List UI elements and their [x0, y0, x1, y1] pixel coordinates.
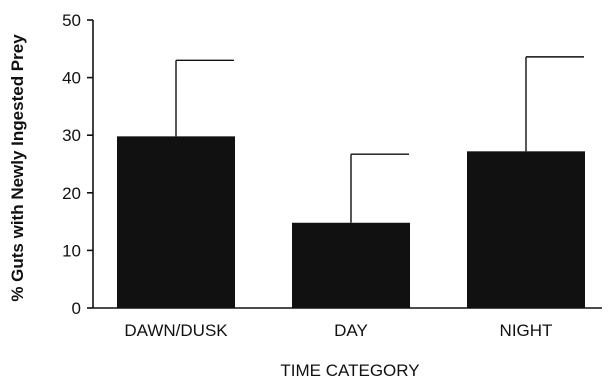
error-bars	[175, 56, 584, 223]
plot-area: 0 10 20 30 40 50 DAWN/DUSK DAY NIGHT	[62, 11, 602, 340]
x-axis-title: TIME CATEGORY	[280, 361, 419, 380]
y-ticks: 0 10 20 30 40 50	[62, 11, 93, 318]
category-label: NIGHT	[500, 321, 553, 340]
y-tick-label: 40	[62, 69, 81, 88]
y-tick-label: 10	[62, 241, 81, 260]
y-tick-label: 50	[62, 11, 81, 30]
y-tick-label: 20	[62, 184, 81, 203]
category-label: DAY	[334, 321, 368, 340]
category-label: DAWN/DUSK	[124, 321, 228, 340]
bar	[117, 136, 235, 308]
y-tick-label: 0	[72, 299, 81, 318]
bars	[117, 136, 585, 308]
bar	[292, 222, 410, 308]
bar	[467, 151, 585, 308]
y-axis-title: % Guts with Newly Ingested Prey	[8, 34, 27, 302]
category-labels: DAWN/DUSK DAY NIGHT	[124, 321, 552, 340]
y-tick-label: 30	[62, 126, 81, 145]
